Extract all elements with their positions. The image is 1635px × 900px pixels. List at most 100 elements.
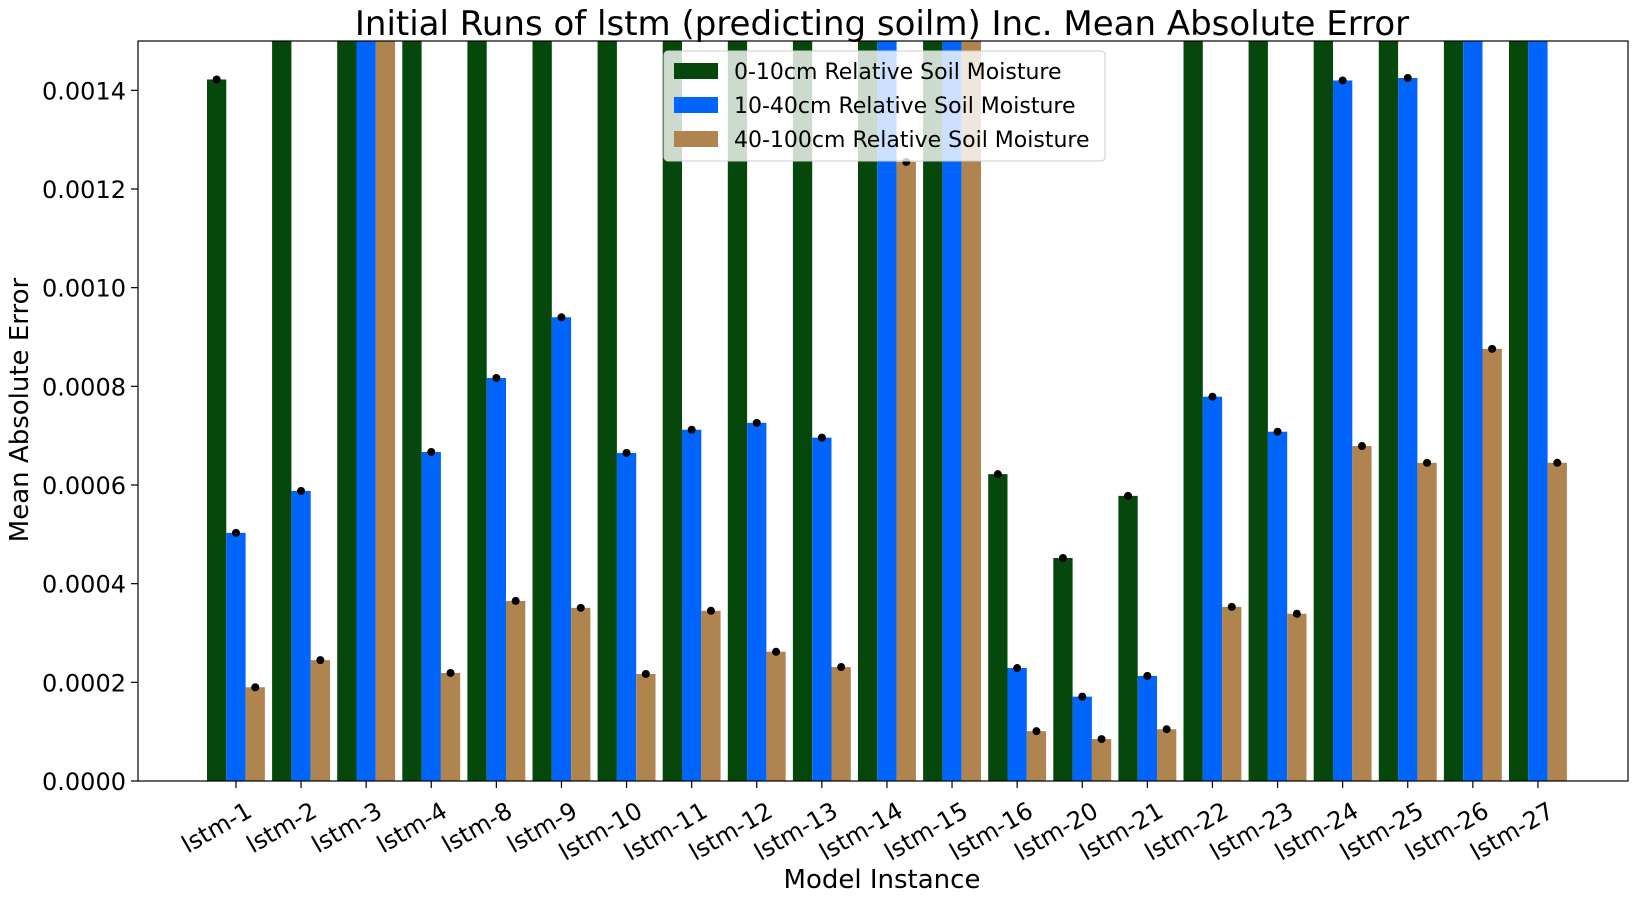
point-lstm-24-series-3 — [1357, 442, 1366, 451]
point-lstm-21-series-2 — [1143, 671, 1152, 680]
bar-lstm-23-series-3 — [1287, 613, 1307, 781]
bar-lstm-26-series-1 — [1443, 41, 1464, 781]
x-axis-title: Model Instance — [784, 865, 981, 895]
bar-lstm-22-series-1 — [1183, 41, 1203, 781]
bar-lstm-12-series-1 — [727, 41, 748, 781]
bar-lstm-20-series-2 — [1072, 696, 1092, 781]
y-tick-label: 0.0004 — [42, 571, 126, 599]
bar-lstm-2-series-3 — [310, 660, 330, 781]
bar-lstm-13-series-2 — [812, 437, 832, 781]
bar-lstm-24-series-3 — [1352, 446, 1372, 781]
point-lstm-21-series-3 — [1162, 725, 1171, 734]
bar-lstm-9-series-2 — [551, 317, 572, 781]
bar-lstm-10-series-2 — [616, 452, 637, 781]
x-tick-label: lstm-3 — [307, 797, 387, 859]
legend-label: 10-40cm Relative Soil Moisture — [734, 94, 1075, 119]
bar-lstm-4-series-1 — [402, 41, 422, 781]
bar-lstm-14-series-1 — [858, 41, 878, 781]
bar-lstm-10-series-1 — [597, 41, 617, 781]
bar-lstm-8-series-2 — [486, 377, 506, 781]
bar-lstm-21-series-3 — [1157, 729, 1177, 781]
x-tick-label: lstm-1 — [177, 797, 257, 859]
bar-lstm-1-series-2 — [226, 532, 246, 781]
legend-swatch — [674, 97, 718, 113]
bar-lstm-9-series-1 — [532, 41, 552, 781]
bar-lstm-23-series-1 — [1248, 41, 1268, 781]
point-lstm-4-series-3 — [446, 668, 455, 677]
points-layer — [212, 74, 1562, 744]
bar-lstm-16-series-2 — [1007, 668, 1027, 781]
legend: 0-10cm Relative Soil Moisture 10-40cm Rel… — [663, 50, 1106, 162]
bar-lstm-14-series-3 — [896, 161, 916, 781]
legend-label: 0-10cm Relative Soil Moisture — [734, 60, 1062, 85]
bar-lstm-12-series-2 — [747, 422, 767, 781]
point-lstm-16-series-3 — [1032, 727, 1041, 736]
bar-lstm-27-series-2 — [1528, 41, 1548, 781]
legend-label: 40-100cm Relative Soil Moisture — [734, 128, 1089, 153]
point-lstm-13-series-3 — [837, 663, 846, 672]
bar-lstm-23-series-2 — [1267, 431, 1288, 781]
point-lstm-24-series-2 — [1338, 76, 1347, 85]
point-lstm-20-series-3 — [1097, 735, 1106, 744]
bar-lstm-21-series-1 — [1118, 495, 1138, 781]
point-lstm-11-series-2 — [687, 425, 696, 434]
point-lstm-12-series-2 — [752, 418, 761, 427]
bar-lstm-16-series-1 — [988, 474, 1008, 781]
bar-lstm-2-series-2 — [291, 490, 311, 781]
bar-lstm-20-series-1 — [1053, 558, 1073, 781]
plot-area-frame — [137, 40, 1629, 782]
bar-lstm-3-series-1 — [337, 41, 357, 781]
x-axis: lstm-1lstm-2lstm-3lstm-4lstm-8lstm-9lstm… — [177, 781, 1559, 866]
point-lstm-25-series-3 — [1423, 458, 1432, 467]
bar-lstm-15-series-3 — [961, 41, 981, 781]
y-tick-label: 0.0010 — [42, 275, 126, 303]
legend-box — [663, 50, 1106, 162]
bar-lstm-22-series-2 — [1202, 396, 1223, 781]
bar-lstm-26-series-2 — [1463, 41, 1483, 781]
bar-lstm-25-series-1 — [1378, 41, 1399, 781]
point-lstm-1-series-1 — [212, 75, 221, 84]
bar-lstm-1-series-3 — [245, 687, 265, 781]
bar-lstm-24-series-1 — [1313, 41, 1333, 781]
point-lstm-20-series-2 — [1078, 692, 1087, 701]
point-lstm-10-series-3 — [641, 669, 650, 678]
legend-swatch — [674, 63, 718, 79]
point-lstm-9-series-3 — [576, 603, 585, 612]
point-lstm-16-series-2 — [1013, 664, 1022, 673]
bar-lstm-9-series-3 — [571, 607, 591, 781]
bar-lstm-25-series-2 — [1398, 78, 1418, 781]
bar-lstm-14-series-2 — [877, 41, 897, 781]
point-lstm-25-series-2 — [1403, 74, 1412, 82]
point-lstm-21-series-1 — [1124, 491, 1133, 500]
y-tick-label: 0.0006 — [42, 472, 126, 500]
bar-lstm-8-series-1 — [467, 41, 487, 781]
bar-lstm-27-series-1 — [1509, 41, 1529, 781]
point-lstm-22-series-3 — [1227, 602, 1236, 611]
point-lstm-12-series-3 — [772, 647, 781, 656]
bar-lstm-15-series-2 — [942, 41, 962, 781]
bar-lstm-26-series-3 — [1482, 348, 1502, 781]
bar-lstm-2-series-1 — [272, 41, 292, 781]
point-lstm-2-series-2 — [297, 486, 306, 495]
bar-lstm-16-series-3 — [1026, 731, 1047, 781]
point-lstm-1-series-2 — [231, 528, 240, 537]
point-lstm-16-series-1 — [993, 470, 1002, 479]
y-tick-label: 0.0000 — [42, 768, 126, 796]
point-lstm-23-series-3 — [1292, 609, 1301, 618]
bar-lstm-21-series-2 — [1137, 675, 1157, 781]
point-lstm-8-series-3 — [511, 596, 520, 605]
point-lstm-13-series-2 — [817, 433, 826, 442]
point-lstm-20-series-1 — [1058, 554, 1067, 563]
bar-lstm-11-series-3 — [701, 610, 721, 781]
bar-lstm-15-series-1 — [923, 41, 943, 781]
point-lstm-26-series-3 — [1488, 344, 1497, 353]
y-tick-label: 0.0014 — [42, 77, 126, 105]
bar-lstm-25-series-3 — [1417, 462, 1437, 781]
bar-lstm-20-series-3 — [1091, 739, 1112, 781]
bar-lstm-3-series-3 — [375, 41, 396, 781]
y-axis: 0.0000 0.0002 0.0004 0.0006 0.0008 0.0010 0.00… — [42, 77, 138, 796]
point-lstm-8-series-2 — [492, 373, 501, 382]
chart-title: Initial Runs of lstm (predicting soilm) … — [355, 4, 1409, 44]
bar-lstm-12-series-3 — [766, 651, 786, 781]
point-lstm-2-series-3 — [316, 656, 325, 665]
